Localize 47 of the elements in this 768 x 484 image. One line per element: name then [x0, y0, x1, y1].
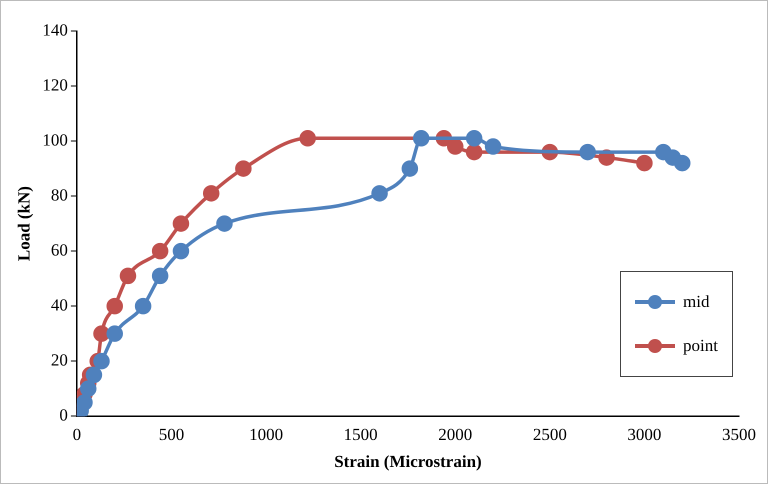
- point: [134, 298, 152, 314]
- point: [466, 130, 482, 147]
- y-tick-label: 20: [50, 350, 68, 370]
- y-tick-label: 80: [50, 186, 68, 205]
- point: [172, 215, 190, 232]
- point: [412, 130, 430, 147]
- y-tick-label: 40: [50, 296, 68, 315]
- x-tick-label: 2000: [438, 424, 472, 444]
- point: [106, 325, 123, 342]
- legend-label: mid: [683, 292, 710, 312]
- point: [579, 144, 596, 160]
- point: [636, 154, 653, 172]
- x-tick-label: 2500: [532, 424, 567, 444]
- point: [371, 185, 388, 202]
- point: [402, 160, 418, 177]
- y-tick-label: 140: [42, 20, 68, 40]
- y-tick-label: 120: [42, 75, 68, 94]
- point: [216, 215, 233, 232]
- point: [299, 130, 316, 147]
- point: [152, 242, 168, 260]
- x-tick-label: 500: [158, 424, 184, 444]
- point: [202, 185, 220, 202]
- x-tick-label: 1000: [249, 424, 284, 444]
- x-tick-label: 3500: [722, 424, 756, 444]
- legend-label: point: [683, 336, 718, 356]
- x-tick-label: 1500: [344, 424, 378, 444]
- y-tick-label: 100: [42, 130, 68, 150]
- x-axis-title: Strain (Microstrain): [334, 452, 482, 472]
- x-tick-label: 3000: [627, 424, 662, 444]
- point: [674, 154, 690, 172]
- point: [106, 298, 123, 314]
- point: [93, 352, 110, 370]
- point: [93, 325, 110, 342]
- point: [152, 268, 168, 284]
- point: [172, 242, 190, 260]
- point: [76, 394, 93, 411]
- y-tick-label: 0: [59, 406, 68, 425]
- point: [235, 160, 252, 177]
- point: [446, 138, 464, 155]
- y-tick-label: 60: [50, 240, 68, 260]
- point: [80, 380, 96, 397]
- point: [484, 138, 502, 155]
- point: [86, 366, 102, 384]
- x-tick-label: 0: [72, 424, 82, 444]
- y-axis-title: Load (kN): [14, 186, 34, 262]
- point: [466, 144, 482, 160]
- point: [120, 268, 136, 284]
